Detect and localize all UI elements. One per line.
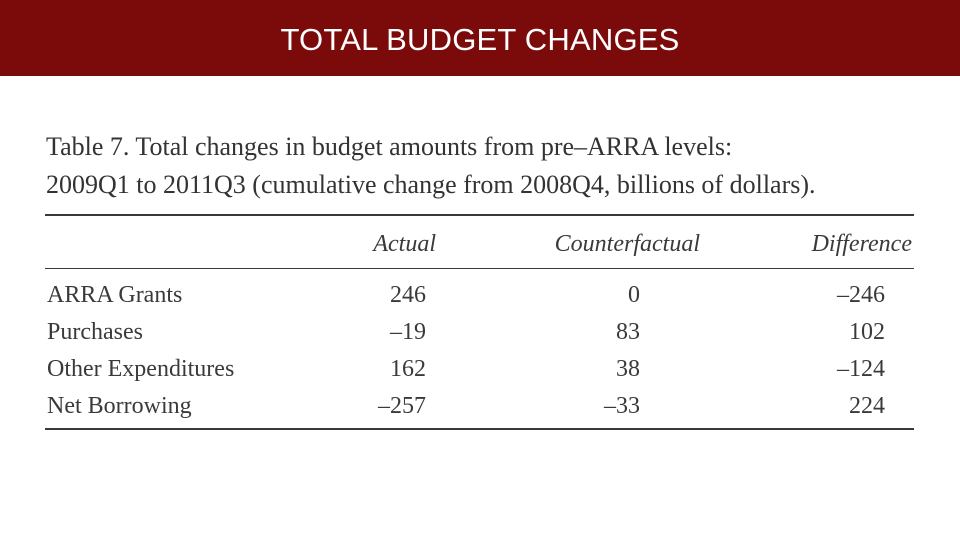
difference-value: 224: [849, 393, 885, 419]
column-header-counterfactual: Counterfactual: [554, 231, 700, 257]
actual-value: 246: [390, 282, 426, 308]
row-label: ARRA Grants: [47, 282, 183, 308]
column-header-actual: Actual: [373, 231, 436, 257]
table-top-rule: [45, 214, 914, 216]
table-row: Purchases –19 83 102: [0, 316, 960, 353]
actual-value: 162: [390, 356, 426, 382]
table-caption: Table 7. Total changes in budget amounts…: [46, 128, 926, 204]
counterfactual-value: –33: [604, 393, 640, 419]
table-row: ARRA Grants 246 0 –246: [0, 279, 960, 316]
table-row: Net Borrowing –257 –33 224: [0, 390, 960, 427]
actual-value: –19: [390, 319, 426, 345]
difference-value: –124: [837, 356, 885, 382]
actual-value: –257: [378, 393, 426, 419]
row-label: Other Expenditures: [47, 356, 235, 382]
row-label: Net Borrowing: [47, 393, 192, 419]
row-label: Purchases: [47, 319, 143, 345]
table-header-rule: [45, 268, 914, 269]
counterfactual-value: 38: [616, 356, 640, 382]
difference-value: 102: [849, 319, 885, 345]
table-caption-line-1: Table 7. Total changes in budget amounts…: [46, 132, 733, 161]
table-bottom-rule: [45, 428, 914, 430]
title-bar: TOTAL BUDGET CHANGES: [0, 0, 960, 76]
table-row: Other Expenditures 162 38 –124: [0, 353, 960, 390]
counterfactual-value: 83: [616, 319, 640, 345]
table-caption-line-2: 2009Q1 to 2011Q3 (cumulative change from…: [46, 170, 816, 199]
column-header-difference: Difference: [811, 231, 912, 257]
difference-value: –246: [837, 282, 885, 308]
table-body: ARRA Grants 246 0 –246 Purchases –19 83 …: [0, 279, 960, 427]
slide-title: TOTAL BUDGET CHANGES: [280, 22, 680, 57]
counterfactual-value: 0: [628, 282, 640, 308]
